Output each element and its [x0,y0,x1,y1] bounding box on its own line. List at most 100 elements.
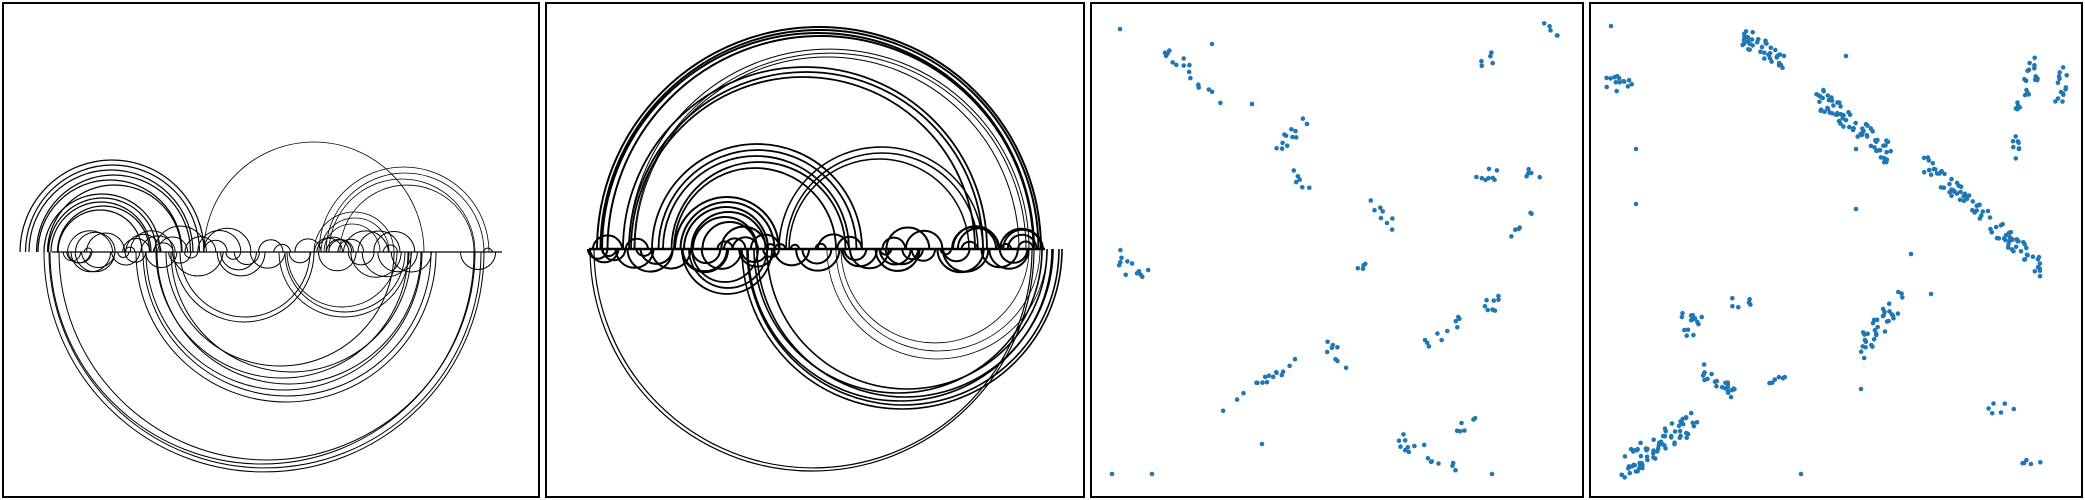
scatter-point-94 [1324,349,1330,355]
scatter-point-153 [1109,471,1115,477]
scatter-point-252 [1651,437,1656,443]
scatter-point-402 [1772,377,1778,382]
arc-upper-11 [657,149,858,250]
scatter-point-104 [1883,143,1888,148]
scatter-point-101 [1450,463,1455,469]
scatter-point-59 [1847,124,1852,130]
scatter-point-137 [1479,63,1485,69]
scatter-point-123 [1482,304,1488,309]
scatter-point-272 [1640,462,1645,468]
scatter-point-220 [1633,469,1639,474]
scatter-point-385 [2053,99,2058,104]
scatter-point-105 [1412,443,1417,449]
scatter-point-355 [1886,318,1891,324]
scatter-point-158 [2018,249,2024,254]
scatter-point-113 [1459,420,1464,426]
scatter-point-40 [1291,168,1297,173]
scatter-point-24 [1781,53,1787,59]
scatter-point-83 [1241,390,1246,396]
scatter-point-361 [2026,92,2032,97]
scatter-point-21 [1749,37,1755,42]
arc-lower-86 [74,251,116,273]
scatter-point-16 [1274,146,1279,151]
scatter-point-142 [1547,23,1552,29]
scatter-point-317 [1690,317,1696,322]
scatter-point-332 [1896,289,1901,295]
arc-upper-16 [679,201,776,250]
scatter-point-151 [1117,26,1123,32]
scatter-point-140 [1489,50,1494,55]
scatter-point-197 [1974,208,1979,213]
scatter-point-81 [1287,363,1292,369]
arc-lower-50 [111,251,141,266]
arc-upper-10 [651,143,863,250]
scatter-point-212 [1604,84,1609,90]
scatter-point-302 [1701,371,1707,376]
scatter-point-254 [1638,453,1644,459]
arc-lower-73 [377,251,418,273]
arc-lower-33 [835,248,1041,352]
scatter-point-213 [1613,79,1619,85]
arc-upper-72 [316,236,350,253]
scatter-point-42 [1843,117,1849,123]
scatter-point-76 [1878,155,1884,160]
scatter-point-134 [1526,166,1531,172]
scatter-point-64 [1874,148,1879,154]
arc-lower-64 [626,248,674,273]
scatter-point-178 [1996,236,2002,241]
scatter-point-98 [1402,438,1408,443]
scatter-point-166 [1977,216,1983,221]
scatter-plot-sparse [1109,21,1560,477]
scatter-point-415 [1991,401,1996,406]
scatter-point-265 [1640,465,1645,471]
arc-upper-74 [122,237,151,253]
arc-upper-64 [342,230,389,253]
arc-upper-0 [19,159,205,253]
arc-upper-39 [904,229,944,250]
arc-upper-0 [596,26,1042,250]
scatter-point-246 [1672,429,1678,434]
scatter-point-395 [2015,139,2021,144]
scatter-point-146 [2037,261,2043,266]
arc-upper-4 [37,179,183,253]
scatter-point-304 [1702,377,1707,383]
scatter-point-294 [1728,394,1734,400]
scatter-point-50 [1368,198,1374,203]
scatter-point-262 [1672,441,1677,447]
scatter-point-186 [1993,224,1999,230]
scatter-point-34 [1780,65,1785,70]
scatter-point-228 [1694,420,1700,425]
scatter-point-152 [1249,101,1255,107]
scatter-point-241 [1688,410,1694,416]
arc-upper-80 [764,243,777,250]
scatter-point-35 [1766,52,1771,58]
scatter-point-34 [1134,270,1140,276]
arc-diagram-panel-bold [545,2,1085,498]
arc-upper-20 [701,221,758,250]
scatter-point-122 [2016,239,2021,244]
scatter-point-61 [1492,177,1497,183]
scatter-point-329 [1886,301,1892,307]
scatter-point-306 [1679,314,1685,320]
scatter-point-425 [1633,201,1639,207]
scatter-point-79 [1829,95,1834,100]
arc-lower-87 [288,251,312,264]
scatter-point-121 [1496,297,1501,303]
arc-lower-21 [49,251,475,465]
scatter-point-17 [1300,116,1306,121]
arc-lower-24 [142,251,432,397]
scatter-point-180 [1921,155,1927,161]
scatter-point-380 [2057,70,2062,75]
scatter-point-185 [2000,221,2005,227]
scatter-point-258 [1627,470,1633,476]
scatter-point-351 [1870,344,1875,349]
scatter-point-24 [1284,143,1290,149]
scatter-point-179 [1970,207,1975,213]
scatter-point-3 [1181,56,1186,61]
scatter-point-86 [1264,379,1270,385]
scatter-point-342 [1895,311,1901,316]
scatter-point-204 [1625,84,1631,89]
arc-upper-70 [716,240,734,250]
arc-lower-77 [587,248,609,260]
scatter-point-30 [1759,44,1765,50]
